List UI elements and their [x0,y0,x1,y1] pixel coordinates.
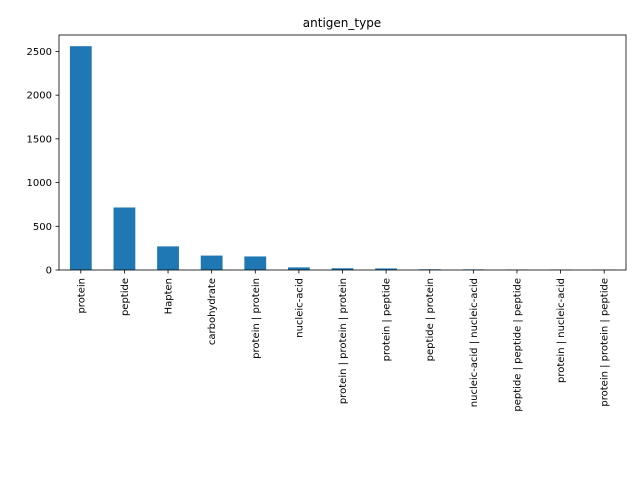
x-tick-label: protein | peptide [382,278,393,361]
bar [287,267,310,270]
x-tick-label: Hapten [164,278,175,314]
y-tick-label: 0 [46,266,52,277]
y-tick-label: 2500 [27,47,52,58]
y-tick-label: 1500 [27,134,52,145]
x-tick-label: protein | protein [251,278,262,359]
x-tick-label: peptide | peptide | peptide [512,278,523,412]
x-tick-label: protein | protein | protein [338,278,349,404]
bar [200,255,223,270]
bar [113,207,136,270]
x-tick-label: peptide | protein [425,278,436,361]
x-tick-label: nucleic-acid | nucleic-acid [469,278,480,407]
y-axis: 0 500 1000 1500 2000 2500 [27,47,59,277]
x-tick-label: protein | protein | peptide [600,278,611,407]
bar [157,246,179,270]
bars [69,46,616,270]
chart-title: antigen_type [303,16,381,30]
y-tick-label: 1000 [27,178,52,189]
x-tick-label: protein [76,278,87,314]
plot-frame [58,34,627,271]
x-axis: protein peptide Hapten carbohydrate protein … [76,270,611,412]
x-tick-label: peptide [120,278,131,316]
bar [375,268,398,270]
bar [331,268,354,270]
y-tick-label: 2000 [27,91,52,102]
bar [69,46,92,270]
bar [244,256,267,270]
x-tick-label: nucleic-acid [294,278,305,338]
y-tick-label: 500 [33,222,52,233]
x-tick-label: carbohydrate [207,278,218,345]
x-tick-label: protein | nucleic-acid [556,278,567,383]
